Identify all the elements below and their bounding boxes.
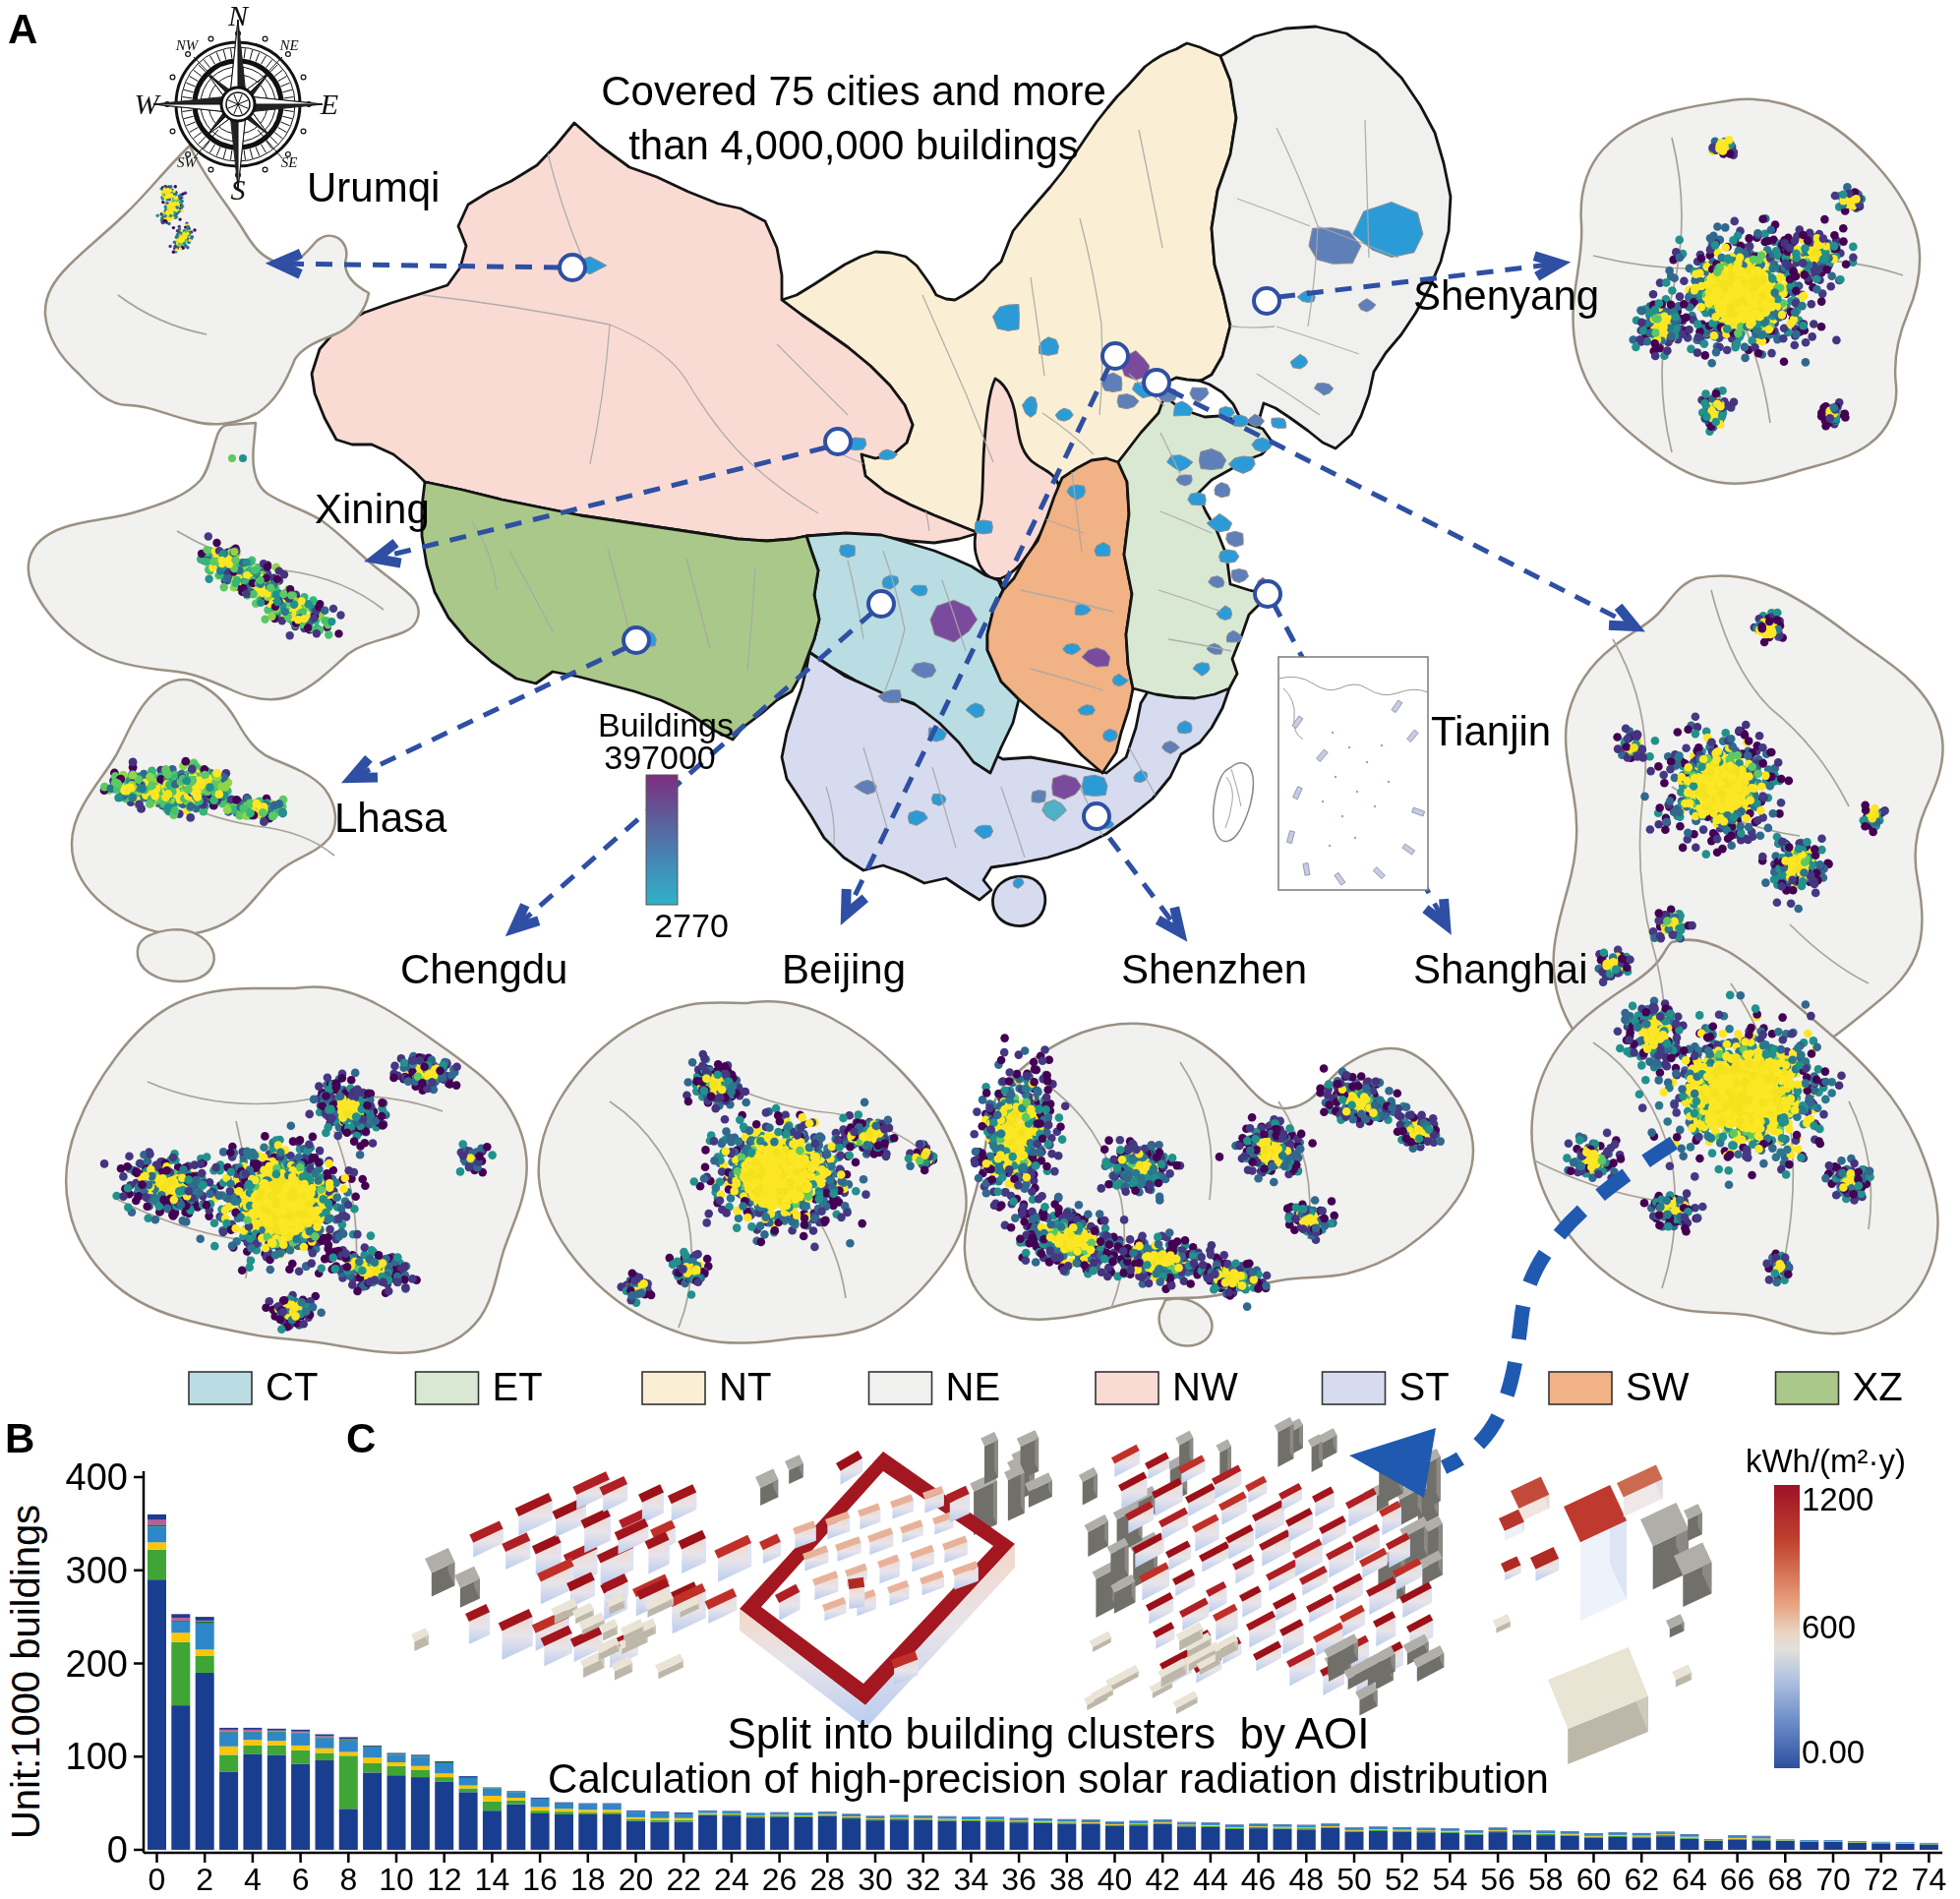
svg-text:XZ: XZ xyxy=(1853,1365,1903,1408)
svg-text:26: 26 xyxy=(762,1862,798,1897)
svg-text:12: 12 xyxy=(427,1862,462,1897)
svg-text:0: 0 xyxy=(148,1862,166,1897)
svg-text:64: 64 xyxy=(1672,1862,1707,1897)
svg-text:Shanghai: Shanghai xyxy=(1413,946,1588,992)
svg-text:Shenyang: Shenyang xyxy=(1413,272,1599,319)
svg-text:SE: SE xyxy=(281,154,298,170)
svg-text:58: 58 xyxy=(1528,1862,1564,1897)
svg-text:72: 72 xyxy=(1864,1862,1899,1897)
svg-text:ET: ET xyxy=(493,1365,543,1408)
svg-text:S: S xyxy=(231,173,246,206)
svg-text:16: 16 xyxy=(522,1862,558,1897)
svg-text:NE: NE xyxy=(278,37,298,53)
svg-text:E: E xyxy=(320,88,338,120)
svg-text:8: 8 xyxy=(339,1862,357,1897)
svg-text:32: 32 xyxy=(906,1862,941,1897)
svg-text:68: 68 xyxy=(1768,1862,1804,1897)
svg-text:56: 56 xyxy=(1480,1862,1515,1897)
svg-text:Covered 75 cities and more: Covered 75 cities and more xyxy=(601,68,1106,114)
svg-text:W: W xyxy=(135,88,162,120)
svg-text:6: 6 xyxy=(292,1862,310,1897)
svg-text:18: 18 xyxy=(570,1862,606,1897)
svg-text:0: 0 xyxy=(107,1829,128,1870)
svg-text:40: 40 xyxy=(1098,1862,1133,1897)
svg-text:than 4,000,000 buildings: than 4,000,000 buildings xyxy=(628,122,1079,168)
svg-text:62: 62 xyxy=(1624,1862,1659,1897)
svg-text:38: 38 xyxy=(1049,1862,1085,1897)
svg-text:Shenzhen: Shenzhen xyxy=(1121,946,1307,992)
svg-text:0.00: 0.00 xyxy=(1802,1734,1865,1770)
svg-text:4: 4 xyxy=(244,1862,262,1897)
svg-text:N: N xyxy=(227,0,250,31)
svg-text:Beijing: Beijing xyxy=(782,946,906,992)
svg-text:44: 44 xyxy=(1193,1862,1228,1897)
svg-text:50: 50 xyxy=(1336,1862,1372,1897)
svg-text:300: 300 xyxy=(66,1550,128,1591)
svg-text:NE: NE xyxy=(946,1365,1001,1408)
svg-text:100: 100 xyxy=(66,1736,128,1777)
svg-text:Calculation of high-precision: Calculation of high-precision solar radi… xyxy=(548,1755,1549,1802)
svg-text:20: 20 xyxy=(619,1862,654,1897)
svg-text:28: 28 xyxy=(810,1862,846,1897)
svg-text:36: 36 xyxy=(1001,1862,1037,1897)
svg-text:Xining: Xining xyxy=(315,486,430,532)
svg-text:Chengdu: Chengdu xyxy=(400,946,567,992)
svg-text:54: 54 xyxy=(1433,1862,1468,1897)
svg-text:SW: SW xyxy=(1626,1365,1690,1408)
svg-text:2: 2 xyxy=(196,1862,213,1897)
svg-text:A: A xyxy=(8,6,37,52)
svg-text:60: 60 xyxy=(1576,1862,1612,1897)
svg-text:C: C xyxy=(346,1415,376,1461)
svg-text:10: 10 xyxy=(379,1862,414,1897)
svg-text:46: 46 xyxy=(1241,1862,1277,1897)
svg-text:Split into building clusters: Split into building clusters by AOI xyxy=(728,1709,1370,1757)
svg-text:Tianjin: Tianjin xyxy=(1431,708,1551,754)
svg-text:14: 14 xyxy=(475,1862,510,1897)
svg-text:NT: NT xyxy=(719,1365,771,1408)
svg-text:74: 74 xyxy=(1912,1862,1947,1897)
svg-text:Unit:1000 buildings: Unit:1000 buildings xyxy=(4,1505,47,1839)
svg-text:52: 52 xyxy=(1385,1862,1420,1897)
svg-text:397000: 397000 xyxy=(604,739,715,776)
svg-text:42: 42 xyxy=(1145,1862,1180,1897)
svg-text:Urumqi: Urumqi xyxy=(307,164,440,210)
svg-text:600: 600 xyxy=(1802,1609,1856,1645)
svg-text:34: 34 xyxy=(954,1862,989,1897)
svg-text:70: 70 xyxy=(1815,1862,1851,1897)
svg-text:22: 22 xyxy=(666,1862,701,1897)
svg-text:66: 66 xyxy=(1720,1862,1755,1897)
svg-text:48: 48 xyxy=(1289,1862,1325,1897)
svg-text:24: 24 xyxy=(714,1862,749,1897)
svg-text:1200: 1200 xyxy=(1802,1481,1873,1517)
svg-text:ST: ST xyxy=(1399,1365,1450,1408)
svg-text:NW: NW xyxy=(175,37,200,53)
svg-text:2770: 2770 xyxy=(654,907,729,944)
svg-text:30: 30 xyxy=(858,1862,893,1897)
svg-text:B: B xyxy=(5,1415,34,1461)
svg-text:kWh/(m²·y): kWh/(m²·y) xyxy=(1746,1443,1906,1479)
svg-text:Lhasa: Lhasa xyxy=(334,795,447,841)
svg-text:NW: NW xyxy=(1172,1365,1238,1408)
svg-text:200: 200 xyxy=(66,1643,128,1685)
svg-text:CT: CT xyxy=(266,1365,318,1408)
svg-text:400: 400 xyxy=(66,1456,128,1498)
